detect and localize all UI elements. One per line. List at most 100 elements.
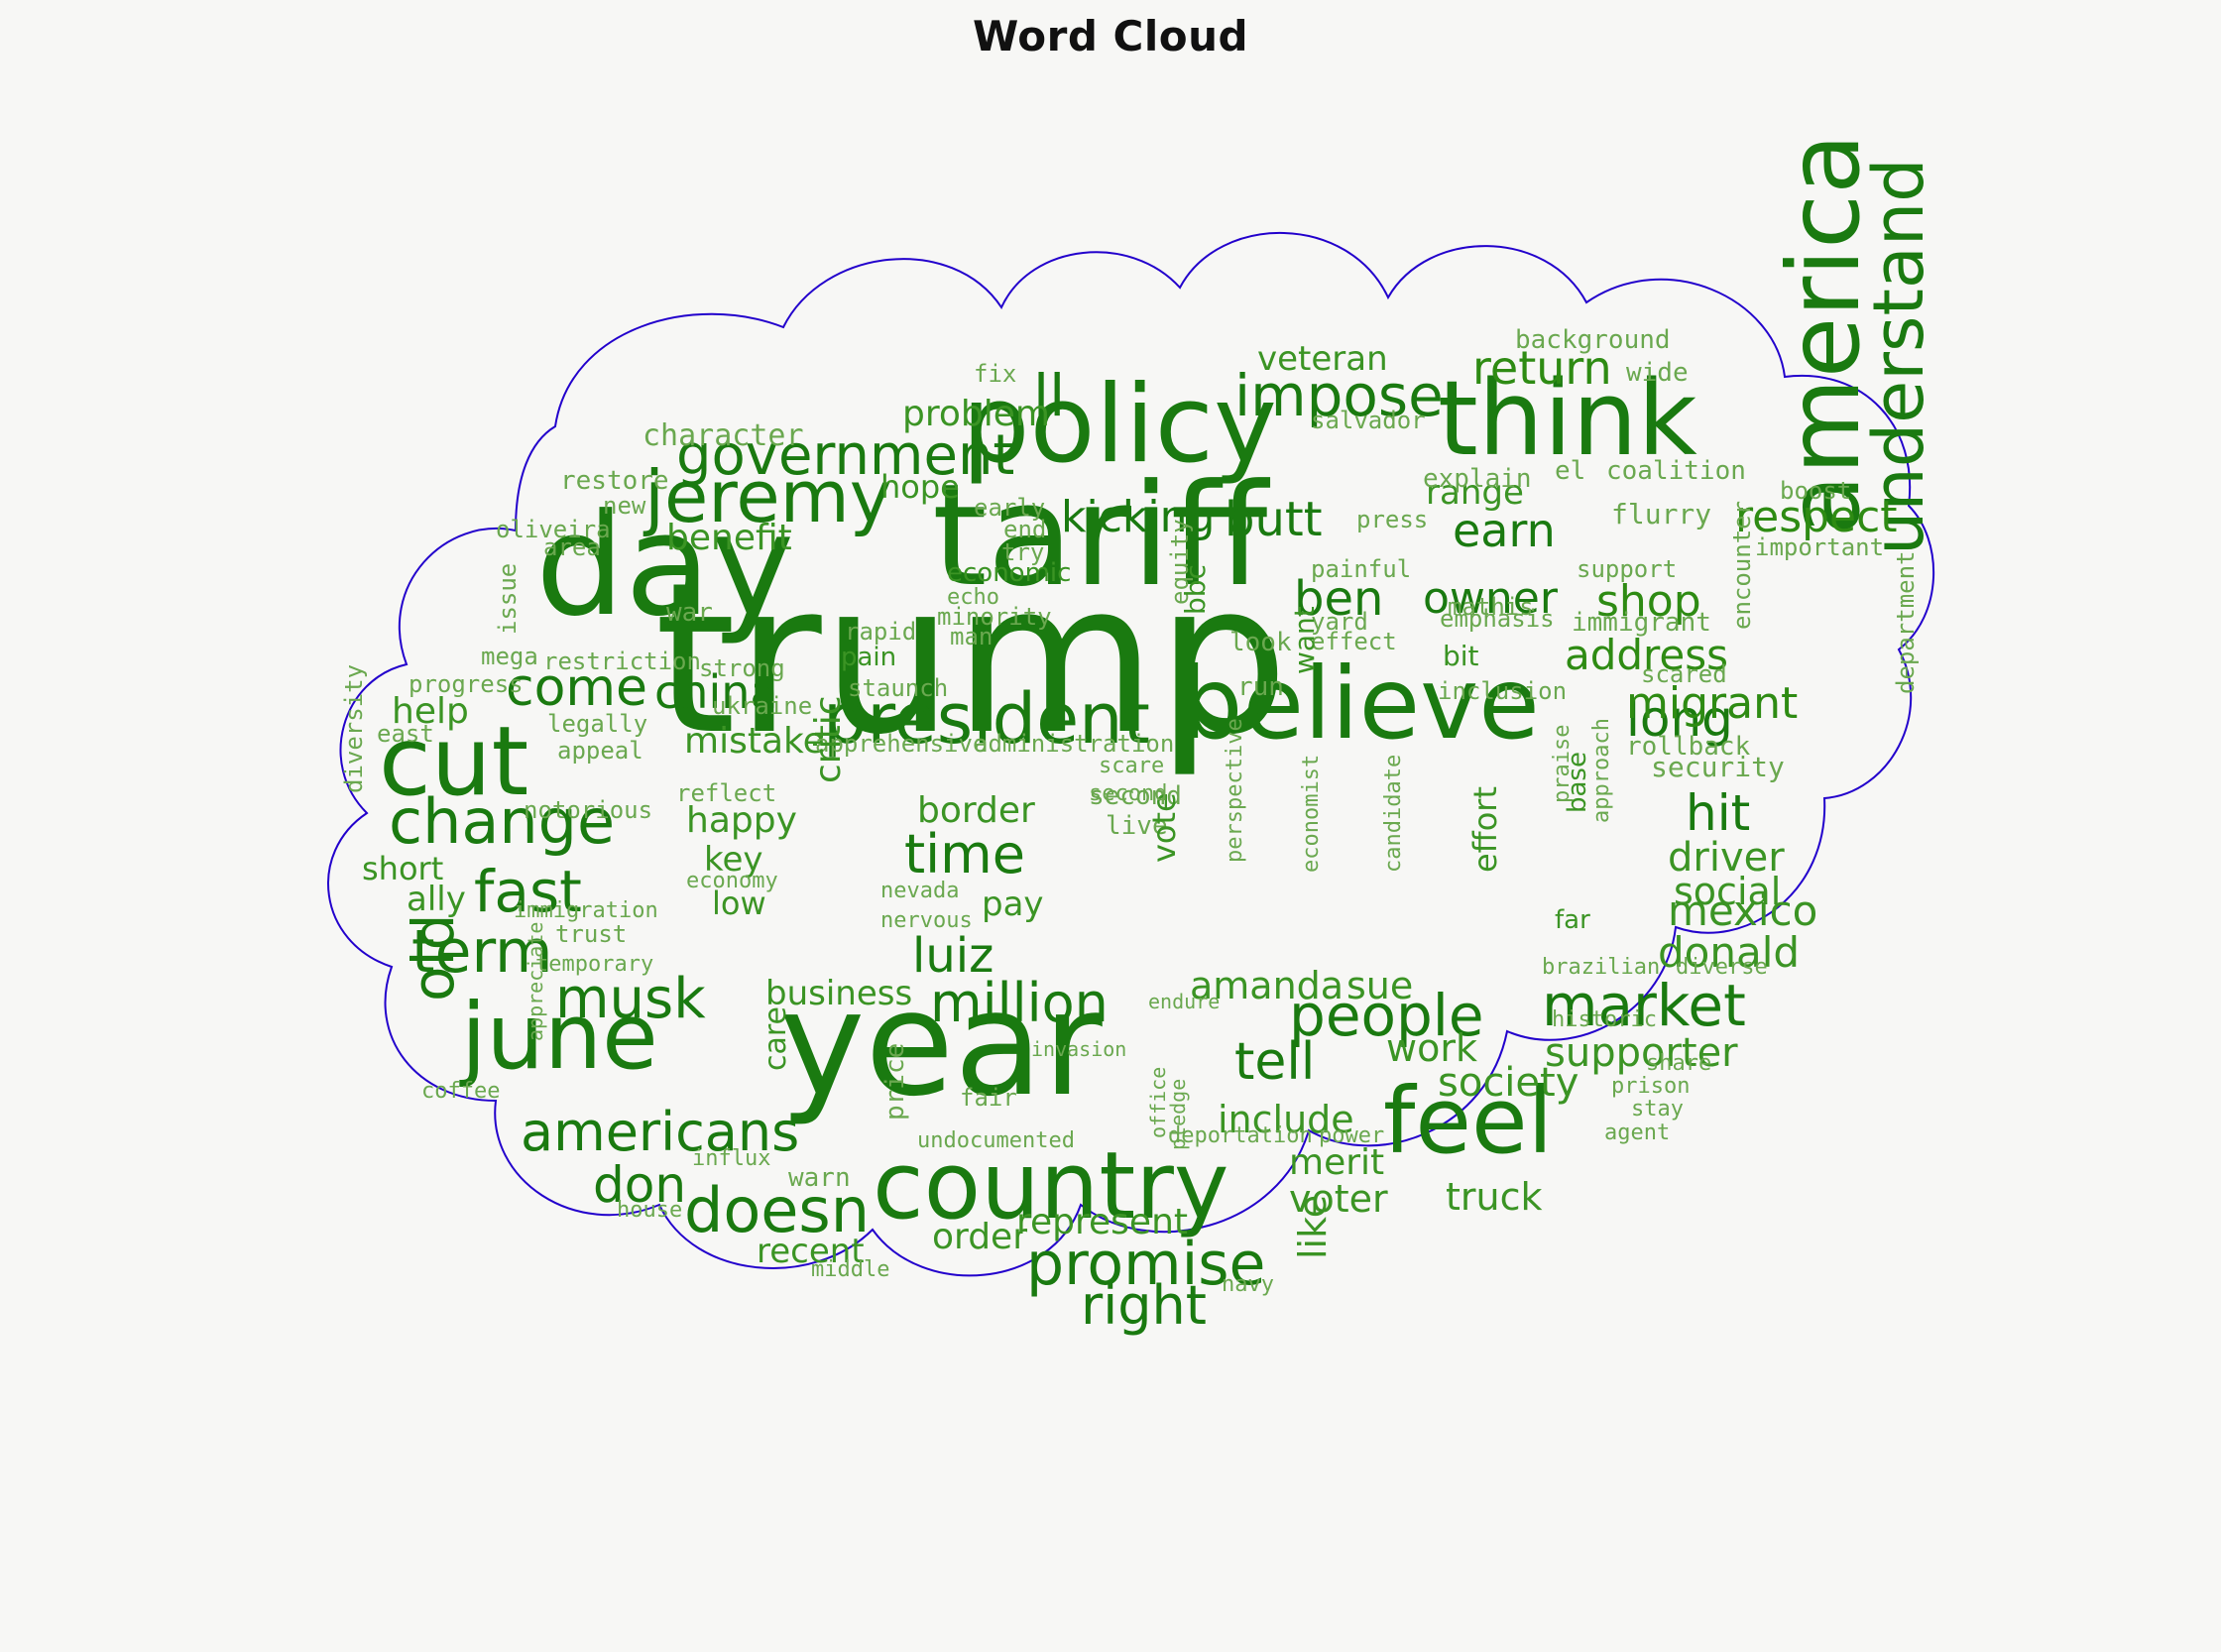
cloud-word: price [880,1042,910,1121]
cloud-word: pain [841,643,897,672]
cloud-word: mathis [1448,593,1534,621]
cloud-word: effort [1466,785,1504,873]
cloud-word: americans [521,1101,800,1163]
cloud-word: appreciate [524,921,547,1041]
cloud-word: try [1001,538,1045,566]
cloud-word: explain [1423,464,1532,494]
cloud-word: key [704,840,763,880]
cloud-word: trump [654,537,1289,780]
cloud-word: market [1542,972,1746,1039]
cloud-word: trust [555,920,628,948]
cloud-word: country [873,1132,1229,1240]
cloud-word: tariff [932,454,1268,618]
cloud-word: kicking [1061,492,1216,542]
cloud-word: ben [1294,571,1384,627]
cloud-word: society [1438,1060,1579,1106]
cloud-word: nevada [880,879,960,903]
cloud-word: far [1555,905,1590,935]
cloud-word: wide [1626,358,1689,388]
cloud-word: ukraine [712,692,813,720]
cloud-word: jeremy [644,455,892,538]
cloud-word: prison [1611,1074,1691,1099]
cloud-word: boost [1780,477,1852,505]
cloud-word: look [1229,628,1292,657]
cloud-word: deportation [1168,1123,1313,1148]
cloud-word: come [506,658,648,718]
cloud-word: oliveira [496,516,611,543]
cloud-word: diversity [340,663,368,793]
cloud-word: candidate [1381,754,1406,873]
cloud-word: character [643,418,804,453]
cloud-word: hope [880,468,960,506]
cloud-word: doesn [684,1174,871,1246]
cloud-word: staunch [848,674,949,702]
cloud-word: fast [474,858,582,925]
cloud-word: notorious [524,796,653,824]
cloud-word: mexico [1668,886,1818,935]
cloud-word: term [411,917,553,987]
cloud-word: agent [1604,1121,1671,1145]
cloud-word: salvador [1311,407,1426,434]
cloud-word: time [904,823,1026,885]
cloud-word: like [1291,1194,1335,1259]
cloud-word: end [1003,516,1047,543]
cloud-word: fair [960,1084,1017,1112]
cloud-word: driver [1668,835,1785,881]
cloud-word: feel [1383,1068,1554,1174]
cloud-word: second [1089,781,1182,811]
cloud-word: earn [1453,504,1556,557]
cloud-word: echo [947,585,999,610]
cloud-word: inclusion [1438,677,1568,705]
cloud-word: flurry [1611,498,1712,531]
cloud-word: rapid [845,618,917,646]
cloud-word: department [1892,550,1920,695]
cloud-word: effect [1311,628,1397,655]
cloud-word: want [1288,606,1321,674]
cloud-word: promise [1026,1230,1266,1299]
cloud-word: middle [811,1257,890,1282]
cloud-word: yard [1311,608,1368,636]
cloud-word: base [1563,752,1592,813]
cloud-word: return [1472,341,1612,395]
cloud-word: progress [409,670,524,698]
cloud-word: impose [1234,362,1444,429]
cloud-word: business [765,974,913,1013]
cloud-word: administration [974,730,1175,758]
cloud-word: navy [1222,1272,1274,1297]
cloud-word: pay [982,885,1044,924]
cloud-word: merit [1289,1142,1385,1183]
cloud-word: warn [788,1163,851,1193]
cloud-word: hit [1686,784,1751,842]
cloud-word: order [932,1217,1027,1257]
cloud-word: economist [1299,754,1324,873]
cloud-word: voter [1289,1177,1388,1221]
cloud-word: short [362,850,444,887]
cloud-word: brazilian [1542,955,1661,980]
cloud-word: early [974,494,1046,522]
cloud-word: million [930,972,1109,1034]
cloud-word: press [1356,506,1429,533]
cloud-word: invasion [1031,1037,1127,1061]
cloud-word: work [1386,1026,1477,1070]
cloud-word: east [377,720,434,748]
cloud-word: care [759,1005,793,1071]
cloud-word: year [779,960,1103,1128]
cloud-word: change [389,785,616,858]
cloud-word: restore [560,466,669,496]
cloud-word: endure [1148,990,1221,1013]
cloud-word: appeal [557,737,643,765]
cloud-word: approach [1589,718,1614,823]
cloud-word: ll [1033,362,1066,429]
cloud-word: include [1218,1098,1354,1141]
cloud-word: donald [1658,928,1801,977]
cloud-word: temporary [535,952,654,977]
cloud-word: coalition [1606,456,1746,486]
cloud-word: second [1089,781,1168,806]
cloud-word: legally [547,710,648,738]
cloud-word: range [1426,473,1524,513]
cloud-word: believe [1180,646,1540,762]
cloud-word: people [1289,982,1484,1049]
cloud-word: perspective [1223,718,1247,863]
cloud-word: reflect [676,779,777,807]
